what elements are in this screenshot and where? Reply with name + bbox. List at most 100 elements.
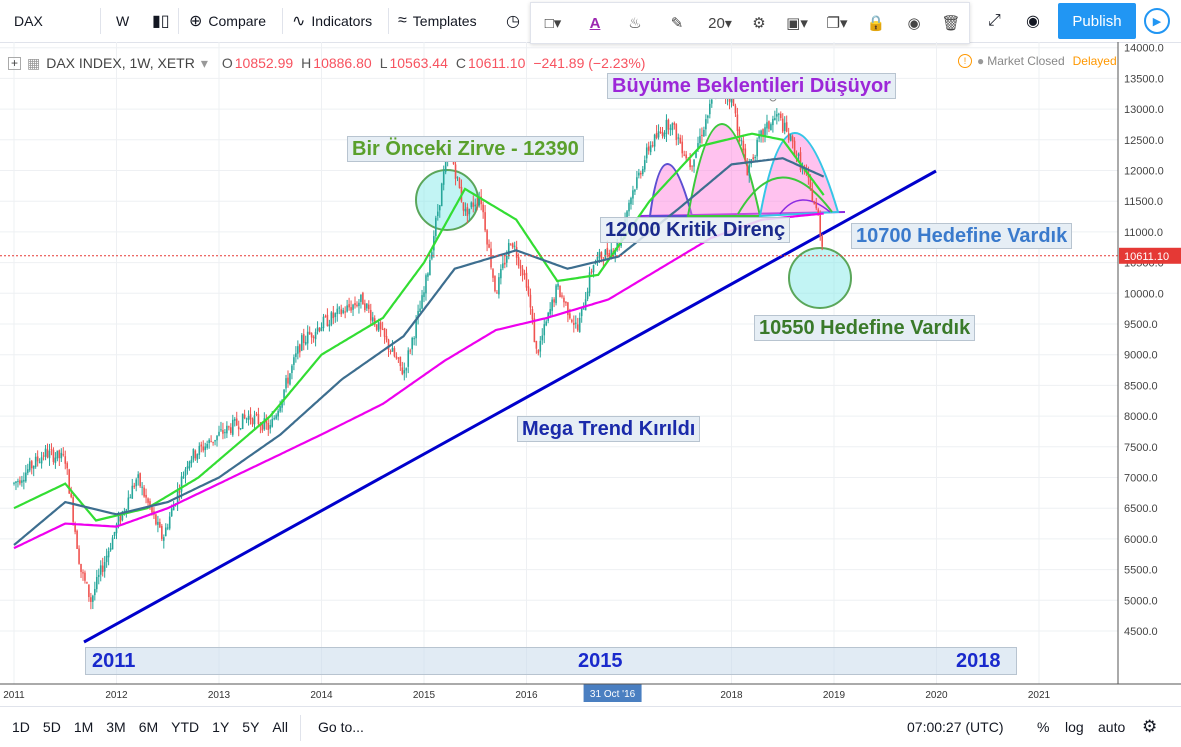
replay-button[interactable]: ▶	[1138, 3, 1176, 39]
drawing-toolbar: □▾ A ♨ ✎ 20▾ ⚙ ▣▾ ❐▾ 🔒 ◉ 🗑	[530, 2, 970, 44]
legend-expand-icon[interactable]: +	[8, 56, 21, 70]
candle-body	[590, 271, 593, 273]
candle-body	[127, 497, 130, 510]
candle-body	[275, 415, 277, 419]
candle-body	[393, 348, 396, 357]
annotation-hedef10700[interactable]: 10700 Hedefine Vardık	[851, 223, 1073, 249]
legend-grid-icon[interactable]: ▦	[27, 54, 41, 71]
range-button-5d[interactable]: 5D	[42, 719, 61, 735]
lock-icon[interactable]: 🔒	[866, 15, 886, 32]
templates-button[interactable]: ≈ Templates	[398, 0, 477, 42]
candle-body	[224, 432, 226, 434]
candle-body	[760, 130, 762, 136]
candle-body	[691, 165, 693, 167]
candle-body	[507, 242, 510, 256]
candle-body	[391, 347, 394, 352]
candle-body	[785, 122, 788, 132]
candle-body	[202, 446, 205, 451]
legend-dropdown-icon[interactable]: ▾	[200, 54, 208, 71]
candle-body	[504, 262, 506, 265]
goto-button[interactable]: Go to...	[318, 707, 364, 747]
annotation-hedef10550[interactable]: 10550 Hedefine Vardık	[754, 315, 976, 341]
symbol-search[interactable]: DAX	[14, 0, 43, 42]
eye-icon[interactable]: ◉	[907, 15, 921, 32]
candle-body	[819, 215, 822, 236]
fill-bucket-icon[interactable]: ♨	[628, 15, 642, 32]
font-size-select[interactable]: 20▾	[708, 14, 732, 32]
candle-body	[145, 494, 147, 498]
candle-body	[693, 159, 695, 167]
price-chart[interactable]: 4500.0 5000.0 5500.0 6000.0 6500.0 7000.0 7500…	[0, 42, 1181, 706]
clone-icon[interactable]: ❐▾	[826, 15, 848, 32]
candle-body	[350, 307, 352, 311]
candle-body	[360, 294, 362, 302]
candle-body	[821, 236, 823, 247]
interval-button[interactable]: W	[116, 0, 129, 42]
layers-icon[interactable]: ▣▾	[786, 15, 808, 32]
candle-body	[517, 257, 520, 266]
annotation-kritik[interactable]: 12000 Kritik Direnç	[600, 217, 791, 243]
candle-body	[210, 441, 212, 443]
publish-button[interactable]: Publish	[1058, 3, 1136, 39]
annotation-zirve[interactable]: Bir Önceki Zirve - 12390	[347, 136, 584, 162]
candle-body	[239, 428, 242, 430]
candle-body	[95, 576, 98, 590]
select-area-icon[interactable]: □▾	[544, 15, 562, 32]
pen-icon[interactable]: ✎	[670, 15, 684, 32]
candle-body	[265, 418, 268, 424]
annotation-mega[interactable]: Mega Trend Kırıldı	[517, 416, 701, 442]
candle-body	[237, 426, 240, 430]
percent-toggle[interactable]: %	[1037, 707, 1049, 747]
range-button-1m[interactable]: 1M	[73, 719, 94, 735]
range-button-5y[interactable]: 5Y	[242, 719, 260, 735]
compare-button[interactable]: ⊕ Compare	[189, 0, 266, 42]
range-button-6m[interactable]: 6M	[138, 719, 159, 735]
candle-body	[28, 461, 31, 471]
y-tick-label: 14000.0	[1124, 43, 1164, 55]
range-button-1d[interactable]: 1D	[12, 719, 30, 735]
candle-body	[271, 418, 274, 427]
x-tick-label: 2021	[1028, 690, 1051, 701]
candle-body	[200, 444, 203, 447]
low-key: L	[379, 55, 388, 71]
y-tick-label: 8500.0	[1124, 380, 1158, 392]
camera-icon: ◉	[1026, 13, 1040, 30]
clock-display[interactable]: 07:00:27 (UTC)	[907, 707, 1003, 747]
candle-body	[505, 255, 508, 263]
candle-body	[208, 439, 210, 443]
last-price-badge	[1119, 247, 1181, 264]
alert-button[interactable]: ◷	[506, 0, 526, 42]
candle-body	[641, 168, 644, 175]
log-toggle[interactable]: log	[1065, 707, 1084, 747]
candle-body	[779, 113, 782, 118]
range-button-ytd[interactable]: YTD	[171, 719, 200, 735]
chart-type-button[interactable]: ▮▯	[152, 0, 176, 42]
annotation-buyume[interactable]: Büyüme Beklentileri Düşüyor	[607, 73, 896, 99]
chart-settings-button[interactable]: ⚙	[1142, 707, 1157, 747]
candle-body	[657, 131, 660, 138]
candle-body	[320, 327, 323, 332]
snapshot-button[interactable]: ◉	[1026, 0, 1046, 42]
alarm-clock-icon: ◷	[506, 13, 520, 30]
range-button-3m[interactable]: 3M	[106, 719, 126, 735]
gear-icon[interactable]: ⚙	[752, 15, 766, 32]
candle-body	[667, 119, 670, 130]
indicators-button[interactable]: ∿ Indicators	[292, 0, 372, 42]
candle-body	[231, 419, 234, 435]
trash-icon[interactable]: 🗑	[941, 15, 961, 32]
warning-circle-icon: !	[958, 54, 972, 68]
annotation-year-bar[interactable]: 2011 2015 2018	[85, 647, 1017, 675]
candle-body	[677, 137, 680, 139]
range-button-1y[interactable]: 1Y	[212, 719, 230, 735]
candle-body	[381, 329, 384, 331]
candle-body	[567, 302, 569, 316]
range-button-all[interactable]: All	[272, 719, 288, 735]
candle-body	[494, 276, 496, 292]
fullscreen-button[interactable]: ⤢	[988, 0, 1007, 42]
candle-body	[163, 537, 165, 541]
auto-toggle[interactable]: auto	[1098, 707, 1125, 747]
text-color-icon[interactable]: A	[589, 14, 601, 32]
candle-body	[40, 457, 43, 464]
candle-body	[496, 292, 498, 294]
annotation-kritik-text: 12000 Kritik Direnç	[605, 219, 786, 241]
